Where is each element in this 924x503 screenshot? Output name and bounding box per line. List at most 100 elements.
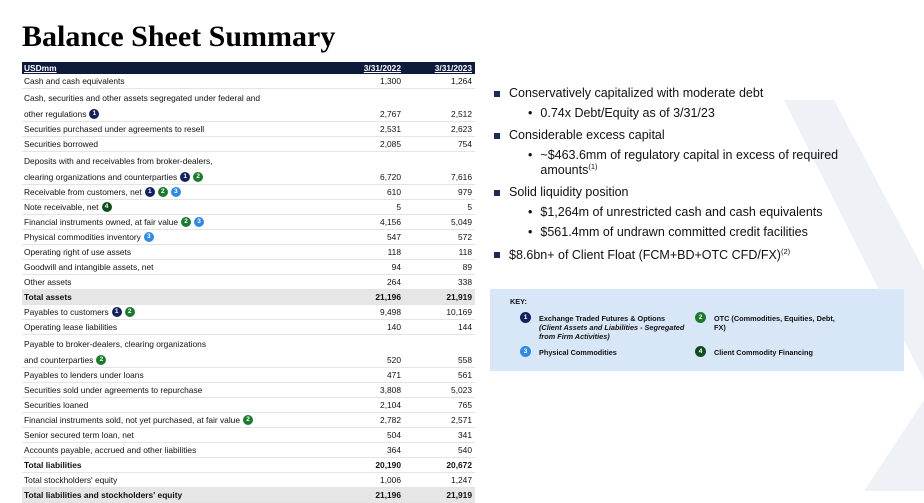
badge: 2 [157,187,168,197]
sub-marker: • [528,225,533,240]
key-text: Physical Commodities [539,346,699,357]
badge: 1 [144,187,155,197]
value-cell: 21,196 [375,292,401,302]
value-cell: 1,006 [380,475,401,485]
value-cell: 979 [458,187,472,197]
table-row: Total liabilities 20,190 20,672 [22,458,475,473]
value-cell: 1,247 [451,475,472,485]
badge: 2 [124,307,135,317]
value-cell: 471 [387,370,401,380]
label-text: Receivable from customers, net [24,187,142,197]
row-label: Goodwill and intangible assets, net [22,260,333,274]
label-line: Operating lease liabilities [24,320,333,334]
table-row: Goodwill and intangible assets, net 94 89 [22,260,475,275]
bullet: Conservatively capitalized with moderate… [494,86,894,100]
label-text: Securities purchased under agreements to… [24,124,205,134]
value-cell: 9,498 [380,307,401,317]
value-cell: 558 [458,355,472,365]
title: Balance Sheet Summary [22,20,336,53]
row-label: Senior secured term loan, net [22,428,333,442]
label-text: Total assets [24,292,72,302]
label-text: Payable to broker-dealers, clearing orga… [24,339,207,349]
label-line: Securities purchased under agreements to… [24,122,333,136]
key-box: KEY: 1 Exchange Traded Futures & Options (C… [490,289,904,371]
badge: 3 [520,346,531,357]
badge: 1 [111,307,122,317]
table-row: Securities loaned 2,104 765 [22,398,475,413]
table-row: Financial instruments sold, not yet purc… [22,413,475,428]
row-label: Total assets [22,290,333,304]
label-line: Financial instruments owned, at fair val… [24,215,333,229]
table-row: Deposits with and receivables from broke… [22,152,475,185]
value-cell: 5,023 [451,385,472,395]
table-row: Total liabilities and stockholders' equi… [22,488,475,503]
key-item: 4 Client Commodity Financing [695,346,894,357]
value-cell: 144 [458,322,472,332]
value-cell: 2,531 [380,124,401,134]
label-text: Deposits with and receivables from broke… [24,156,213,166]
text: ~$463.6mm of regulatory capital in exces… [540,148,839,178]
label-line: Total liabilities and stockholders' equi… [24,488,333,502]
text: Client Commodity Financing [714,348,813,357]
row-label: Operating right of use assets [22,245,333,259]
bullet-list: Conservatively capitalized with moderate… [494,86,894,270]
sub-text: 0.74x Debt/Equity as of 3/31/23 [540,106,714,120]
value-cell: 338 [458,277,472,287]
badge: 1 [520,312,531,323]
key-item: 1 Exchange Traded Futures & Options (Clien… [520,312,699,341]
badge: 3 [143,232,154,242]
table-row: Total stockholders' equity 1,006 1,247 [22,473,475,488]
key-text: Exchange Traded Futures & Options (Client… [539,312,699,341]
value-cell: 4,156 [380,217,401,227]
badge: 1 [89,109,100,119]
row-label: Note receivable, net 4 [22,200,333,214]
row-label: Cash and cash equivalents [22,74,333,88]
value-cell: 1,300 [380,76,401,86]
value-cell: 21,196 [375,490,401,500]
bullet: Considerable excess capital [494,128,894,142]
label-text: clearing organizations and counterpartie… [24,172,178,182]
bullet: Solid liquidity position [494,185,894,199]
label-line: Securities sold under agreements to repu… [24,383,333,397]
table-row: Operating lease liabilities 140 144 [22,320,475,335]
value-cell: 10,169 [446,307,472,317]
badge: 2 [695,312,706,323]
value-cell: 20,190 [375,460,401,470]
row-label: Deposits with and receivables from broke… [22,152,333,184]
row-label: Receivable from customers, net 1 2 3 [22,185,333,199]
sub-bullet: • 0.74x Debt/Equity as of 3/31/23 [528,106,894,120]
row-label: Securities loaned [22,398,333,412]
value-cell: 2,767 [380,109,401,119]
label-line: Total liabilities [24,458,333,472]
text: $8.6bn+ of Client Float (FCM+BD+OTC CFD/… [509,248,781,263]
label-line: Cash, securities and other assets segreg… [24,89,333,107]
label-text: Operating right of use assets [24,247,132,257]
row-label: Physical commodities inventory 3 [22,230,333,244]
note: (Client Assets and Liabilities - Segrega… [539,323,685,341]
label-text: Cash, securities and other assets segreg… [24,93,261,103]
sub-marker: • [528,148,533,162]
bullet-text: Solid liquidity position [509,185,629,199]
table-row: Securities borrowed 2,085 754 [22,137,475,152]
text: Physical Commodities [539,348,617,357]
label-text: Other assets [24,277,72,287]
value-cell: 2,623 [451,124,472,134]
row-label: Securities borrowed [22,137,333,151]
row-label: Operating lease liabilities [22,320,333,334]
value-cell: 94 [391,262,401,272]
text: OTC (Commodities, Equities, Debt, FX) [714,314,835,332]
value-cell: 504 [387,430,401,440]
table-row: Accounts payable, accrued and other liab… [22,443,475,458]
label-line: Securities borrowed [24,137,333,151]
label-line: Payables to lenders under loans [24,368,333,382]
value-cell: 5 [467,202,472,212]
row-label: Cash, securities and other assets segreg… [22,89,333,121]
value-cell: 540 [458,445,472,455]
table-row: Note receivable, net 4 5 5 [22,200,475,215]
header-row: USDmm 3/31/2022 3/31/2023 [22,62,475,74]
bullet-marker [494,252,500,259]
key-item: 3 Physical Commodities [520,346,699,357]
value-cell: 6,720 [380,172,401,182]
sub-bullet: • ~$463.6mm of regulatory capital in exce… [528,148,894,177]
value-cell: 2,782 [380,415,401,425]
